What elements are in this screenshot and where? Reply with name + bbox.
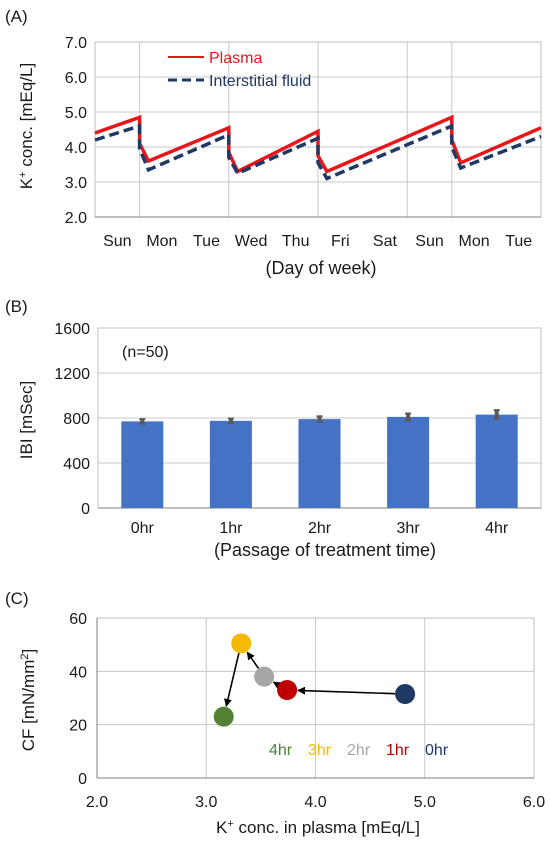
panel-b-x-ticks: 0hr 1hr 2hr 3hr 4hr (131, 520, 509, 537)
panel-b-x-axis-label: (Passage of treatment time) (214, 540, 436, 560)
x-tick-label: 2hr (308, 520, 332, 537)
x-tick-label: 2.0 (86, 794, 108, 811)
y-tick-label: 40 (69, 664, 87, 681)
point-1hr (277, 680, 298, 700)
x-tick-label: 0hr (131, 520, 155, 537)
bar (121, 421, 164, 508)
point-0hr (395, 684, 416, 704)
panel-c-x-axis-label: K+ conc. in plasma [mEq/L] (216, 818, 420, 837)
x-tick-label: Wed (235, 233, 268, 250)
y-tick-label: 0 (78, 771, 87, 788)
trajectory-arrow (224, 652, 240, 707)
y-tick-label: 20 (69, 718, 87, 735)
panel-a: (A) 2.0 3.0 4.0 5.0 6.0 7.0 Sun Mon Tue Wed Thu Fr… (5, 7, 542, 278)
series-line-interstitial (94, 123, 542, 181)
x-tick-label: 3hr (397, 520, 421, 537)
panel-a-y-axis-label: K+ conc. [mEq/L] (17, 63, 36, 189)
panel-c-x-ticks: 2.0 3.0 4.0 5.0 6.0 (86, 794, 545, 811)
x-tick-label: 4hr (485, 520, 509, 537)
legend-label-0hr: 0hr (425, 742, 449, 759)
x-tick-label: Tue (505, 233, 532, 250)
legend-label-2hr: 2hr (347, 742, 371, 759)
panel-b-y-ticks: 0 400 800 1200 1600 (54, 321, 90, 518)
panel-c-arrows (224, 651, 396, 707)
y-tick-label: 1600 (54, 321, 90, 338)
bar (209, 420, 252, 508)
panel-c-gridlines (96, 617, 535, 779)
legend-interstitial-label: Interstitial fluid (209, 73, 311, 90)
point-4hr (213, 706, 234, 727)
y-tick-label: 800 (63, 411, 90, 428)
y-tick-label: 1200 (54, 366, 90, 383)
x-tick-label: 6.0 (523, 794, 545, 811)
x-tick-label: Sun (415, 233, 443, 250)
x-tick-label: 5.0 (414, 794, 436, 811)
panel-c-label: (C) (5, 589, 29, 608)
x-tick-label: Fri (331, 233, 350, 250)
panel-c: (C) 0 20 40 60 2.0 3.0 4.0 5.0 6.0 4hr 3hr 2hr 1hr… (5, 589, 545, 837)
point-3hr (231, 633, 252, 654)
y-tick-label: 4.0 (65, 140, 87, 157)
trajectory-arrow (246, 651, 260, 669)
x-tick-label: 3.0 (195, 794, 217, 811)
x-tick-label: Thu (282, 233, 310, 250)
y-tick-label: 2.0 (65, 210, 87, 227)
panel-b-annotation: (n=50) (122, 344, 169, 361)
panel-a-x-axis-label: (Day of week) (265, 258, 376, 278)
x-tick-label: Sat (373, 233, 398, 250)
legend-plasma-label: Plasma (209, 50, 262, 67)
panel-a-legend: Plasma Interstitial fluid (168, 50, 311, 90)
bar (475, 414, 518, 508)
trajectory-arrow (272, 681, 282, 690)
panel-a-label: (A) (5, 7, 28, 26)
panel-a-x-ticks: Sun Mon Tue Wed Thu Fri Sat Sun Mon Tue (103, 233, 532, 250)
legend-label-4hr: 4hr (269, 742, 293, 759)
y-tick-label: 60 (69, 611, 87, 628)
bar (298, 419, 341, 508)
panel-b-bars (121, 409, 518, 508)
panel-b-label: (B) (5, 297, 28, 316)
panel-b-y-axis-label: IBI [mSec] (17, 381, 36, 459)
x-tick-label: Mon (459, 233, 490, 250)
panel-c-points (213, 633, 416, 727)
legend-label-1hr: 1hr (386, 742, 410, 759)
y-tick-label: 5.0 (65, 105, 87, 122)
panel-a-series (94, 114, 542, 181)
x-tick-label: Tue (193, 233, 220, 250)
bar (387, 416, 430, 508)
x-tick-label: Mon (146, 233, 177, 250)
y-tick-label: 3.0 (65, 175, 87, 192)
x-tick-label: Sun (103, 233, 131, 250)
y-tick-label: 6.0 (65, 70, 87, 87)
y-tick-label: 400 (63, 456, 90, 473)
point-2hr (254, 666, 275, 687)
panel-c-legend: 4hr 3hr 2hr 1hr 0hr (269, 742, 449, 759)
y-tick-label: 7.0 (65, 35, 87, 52)
panel-a-y-ticks: 2.0 3.0 4.0 5.0 6.0 7.0 (65, 35, 87, 227)
panel-c-y-axis-label: CF [mN/mm2] (19, 649, 38, 751)
panel-c-y-ticks: 0 20 40 60 (69, 611, 87, 788)
trajectory-arrow (297, 686, 396, 695)
y-tick-label: 0 (81, 501, 90, 518)
legend-label-3hr: 3hr (308, 742, 332, 759)
panel-b: (B) 0 400 800 1200 1600 0hr 1hr 2hr 3hr 4hr (n=5… (5, 297, 542, 560)
x-tick-label: 4.0 (304, 794, 326, 811)
x-tick-label: 1hr (219, 520, 243, 537)
